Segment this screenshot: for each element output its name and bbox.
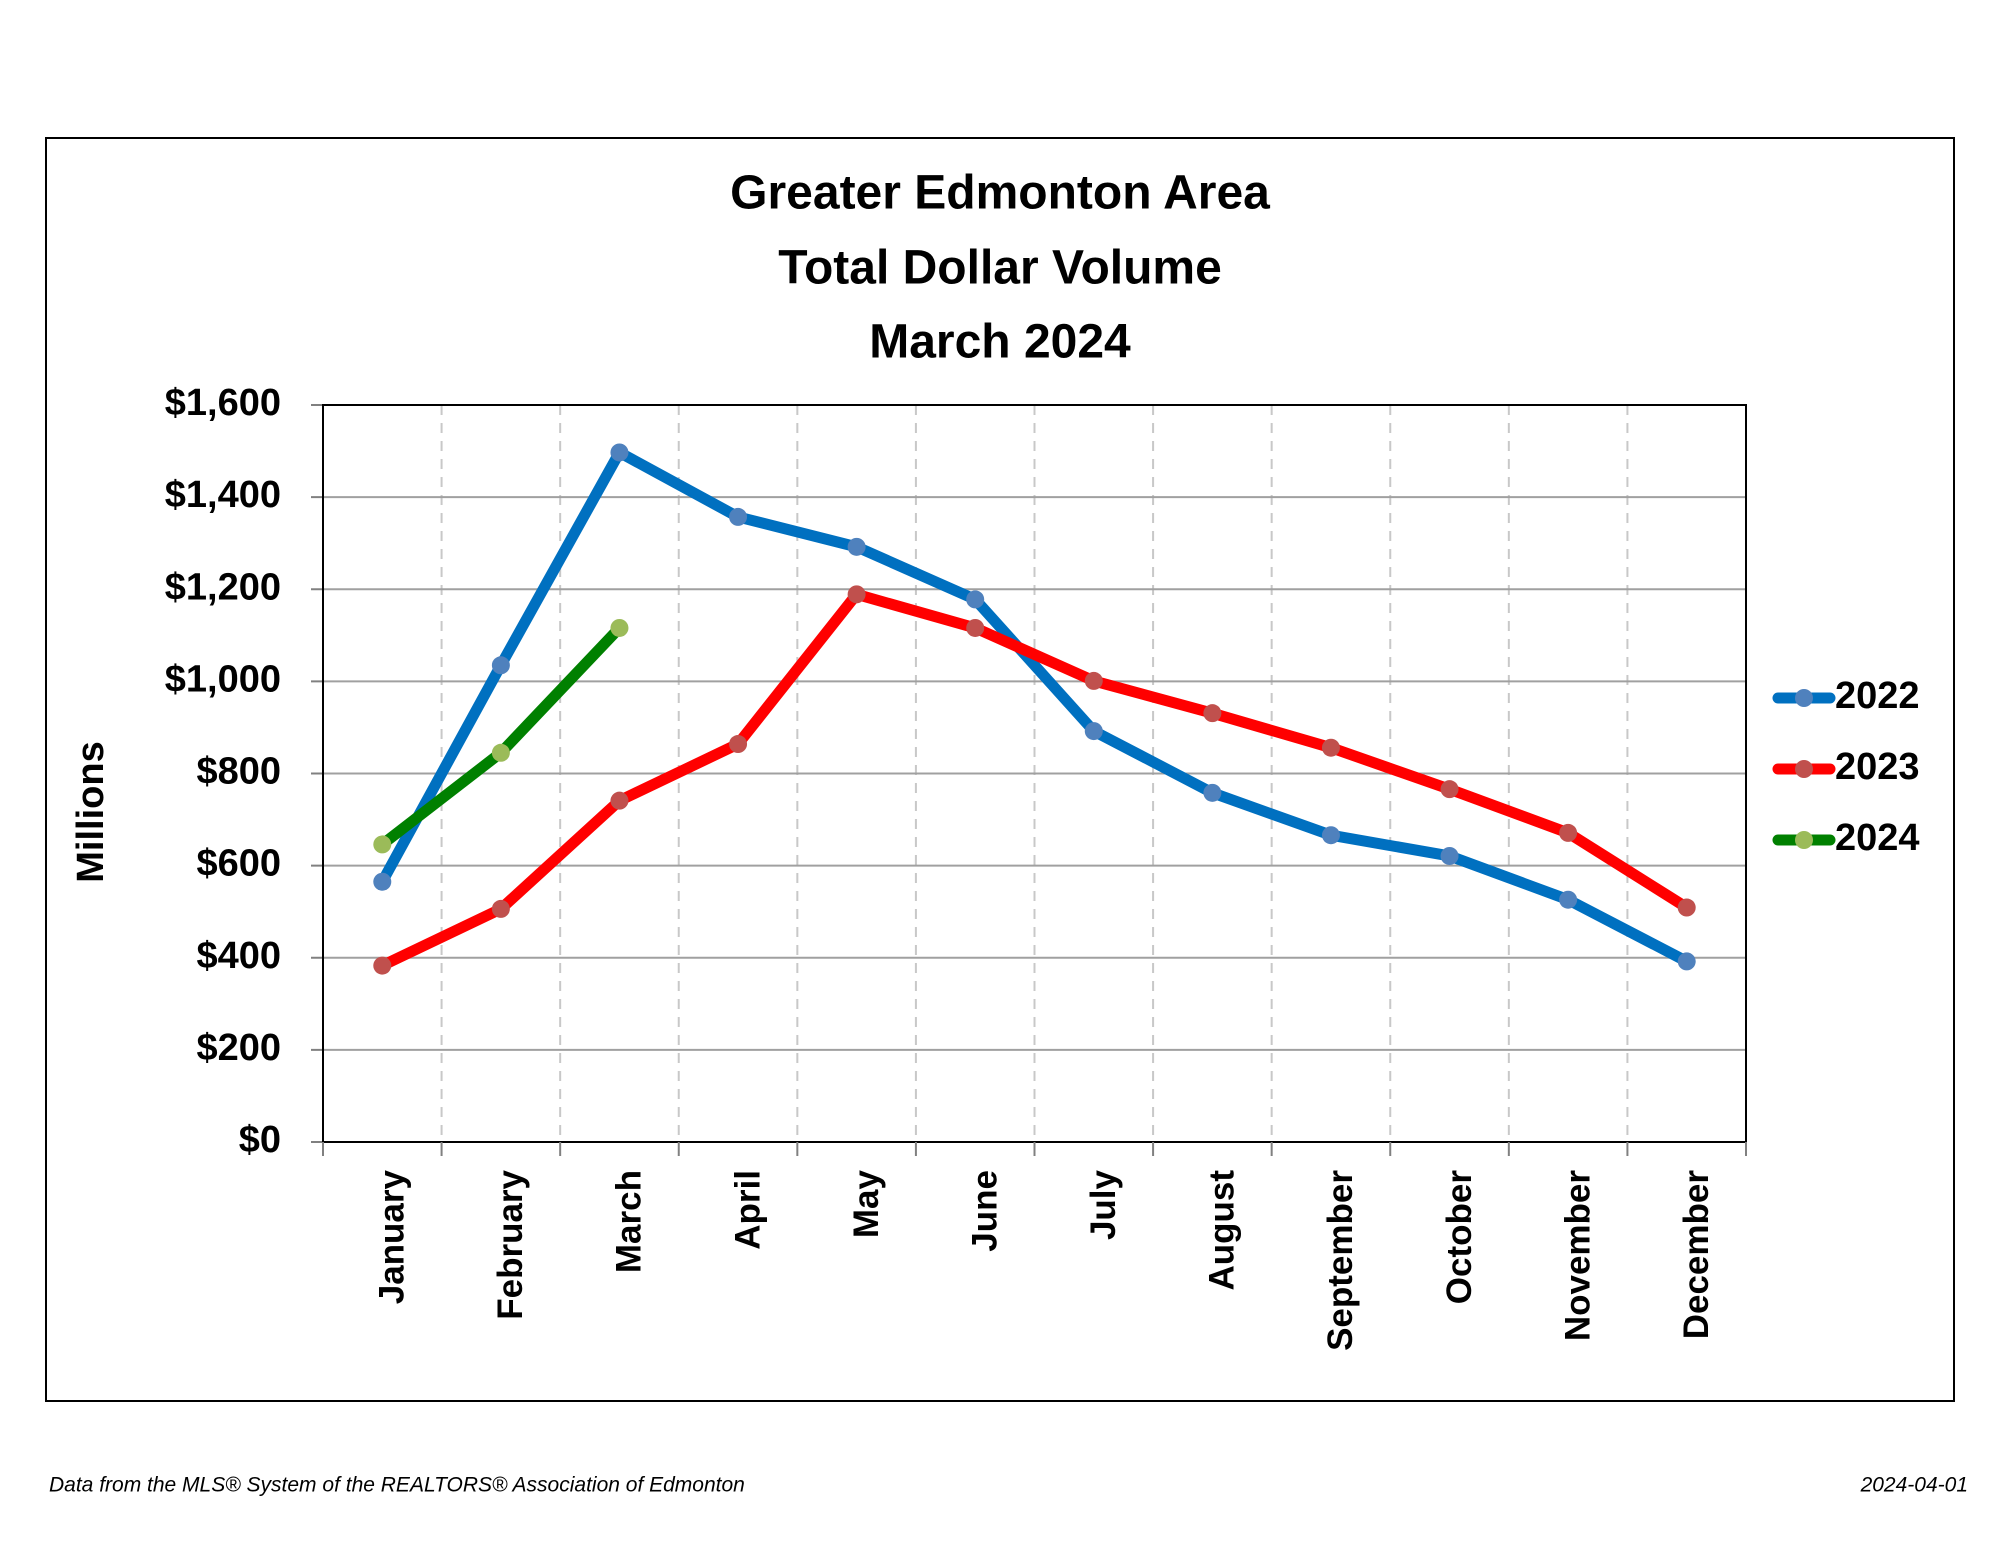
y-tick-label: $1,600 [165, 382, 281, 424]
series-point [966, 618, 985, 637]
legend-marker [1795, 689, 1813, 707]
series-point [373, 835, 392, 854]
legend-marker [1795, 831, 1813, 849]
y-tick-label: $800 [196, 751, 281, 793]
series-point [1559, 890, 1578, 909]
series-point [1559, 823, 1578, 842]
series-point [1677, 952, 1696, 971]
x-tick-label: September [1321, 1170, 1360, 1351]
series-point [373, 956, 392, 975]
x-tick-label: April [728, 1170, 767, 1250]
legend-label: 2022 [1835, 675, 1920, 717]
series-point [1440, 780, 1459, 799]
x-tick-label: August [1203, 1170, 1242, 1291]
y-tick-label: $600 [196, 843, 281, 885]
chart-title: March 2024 [869, 316, 1131, 369]
series-point [1440, 846, 1459, 865]
series-line [376, 588, 1693, 972]
x-tick-label: June [965, 1170, 1004, 1252]
series-point [610, 791, 629, 810]
series-point [491, 743, 510, 762]
series-point [1321, 738, 1340, 757]
series-point [373, 872, 392, 891]
legend-label: 2024 [1835, 817, 1920, 859]
y-tick-label: $1,200 [165, 566, 281, 608]
x-tick-label: November [1558, 1170, 1597, 1342]
series-point [1203, 783, 1222, 802]
x-tick-label: July [1084, 1169, 1123, 1240]
footer-source: Data from the MLS® System of the REALTOR… [49, 1474, 745, 1497]
x-tick-label: February [491, 1169, 530, 1319]
x-tick-label: October [1440, 1170, 1479, 1305]
series-point [729, 735, 748, 754]
x-tick-label: March [610, 1170, 649, 1273]
footer-date: 2024-04-01 [1860, 1474, 1968, 1497]
legend-label: 2023 [1835, 746, 1920, 788]
x-tick-label: January [373, 1169, 412, 1304]
y-tick-label: $1,000 [165, 658, 281, 700]
x-tick-label: December [1677, 1170, 1716, 1340]
series-point [610, 618, 629, 637]
series-point [491, 656, 510, 675]
legend-marker [1795, 760, 1813, 778]
series-point [966, 590, 985, 609]
series-point [1203, 704, 1222, 723]
series-point [729, 507, 748, 526]
series-point [1084, 722, 1103, 741]
chart-title: Total Dollar Volume [778, 242, 1222, 295]
y-tick-label: $200 [196, 1027, 281, 1069]
x-tick-label: May [847, 1169, 886, 1238]
y-tick-label: $1,400 [165, 474, 281, 516]
series-point [610, 443, 629, 462]
y-axis-label: Millions [70, 741, 112, 882]
series-point [1321, 826, 1340, 845]
series-point [491, 899, 510, 918]
series-point [847, 537, 866, 556]
y-tick-label: $0 [239, 1119, 281, 1161]
chart-frame [45, 137, 1955, 1402]
series-point [1677, 898, 1696, 917]
y-tick-label: $400 [196, 935, 281, 977]
chart-title: Greater Edmonton Area [730, 167, 1270, 220]
series-point [1084, 671, 1103, 690]
series-line [376, 446, 1693, 967]
series-point [847, 585, 866, 604]
